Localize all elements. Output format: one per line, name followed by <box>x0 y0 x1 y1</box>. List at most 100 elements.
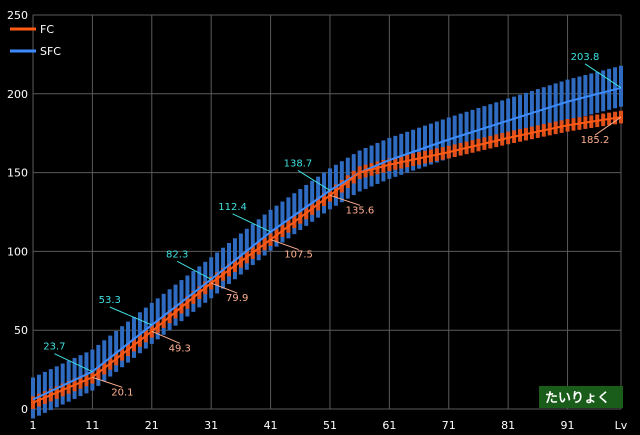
range-bar-sfc <box>417 127 422 169</box>
range-bar-sfc <box>298 189 303 231</box>
x-unit-label: Lv <box>615 419 628 432</box>
range-bar-sfc <box>256 219 261 261</box>
range-bar-sfc <box>244 228 249 270</box>
annotation-label-sfc: 138.7 <box>284 158 313 169</box>
range-bar-sfc <box>405 131 410 173</box>
annotation-leader <box>329 194 361 206</box>
range-bar-sfc <box>529 90 534 132</box>
range-bar-sfc <box>470 109 475 151</box>
range-bar-sfc <box>102 340 107 382</box>
range-bar-sfc <box>565 79 570 121</box>
range-bar-sfc <box>232 238 237 280</box>
range-bar-sfc <box>96 344 101 386</box>
range-bar-sfc <box>589 73 594 115</box>
range-bar-sfc <box>595 71 600 113</box>
annotation-leader <box>297 169 331 191</box>
range-bar-sfc <box>155 298 160 340</box>
range-bar-sfc <box>446 117 451 159</box>
range-bar-sfc <box>131 316 136 358</box>
range-bar-sfc <box>613 67 618 109</box>
range-bar-sfc <box>452 115 457 157</box>
range-bar-sfc <box>292 193 297 235</box>
range-bar-sfc <box>571 78 576 120</box>
range-bar-sfc <box>464 111 469 153</box>
range-bar-sfc <box>78 355 83 397</box>
x-tick-label: 41 <box>264 419 278 432</box>
annotation-leader <box>54 353 93 373</box>
range-bar-sfc <box>423 125 427 167</box>
annotation-leader <box>151 330 180 344</box>
range-bar-sfc <box>72 357 77 399</box>
legend-label-fc: FC <box>40 23 54 36</box>
range-bar-sfc <box>601 70 606 112</box>
range-bar-sfc <box>173 284 178 326</box>
value-annotations: 20.1 49.3 79.9 107.5 135.6 185.2 23.7 53.3 82.3 1… <box>43 52 622 398</box>
range-bar-sfc <box>179 280 184 322</box>
range-bar-sfc <box>440 119 445 161</box>
range-bar-sfc <box>262 214 267 256</box>
range-bar-sfc <box>90 349 95 391</box>
range-bar-sfc <box>541 87 546 129</box>
y-tick-label: 0 <box>21 403 28 416</box>
range-bar-sfc <box>114 330 119 372</box>
series-lines <box>32 86 622 404</box>
range-bar-sfc <box>304 184 309 226</box>
range-bar-sfc <box>607 68 612 110</box>
badge-label: たいりょく <box>545 391 610 406</box>
range-bar-sfc <box>280 201 285 243</box>
badge-background <box>539 386 623 408</box>
y-tick-label: 150 <box>7 167 28 180</box>
y-tick-label: 50 <box>14 324 28 337</box>
range-bar-sfc <box>274 205 279 247</box>
range-bar-sfc <box>559 81 564 123</box>
range-bar-sfc <box>227 242 231 284</box>
range-bar-sfc <box>185 275 190 317</box>
range-bar-sfc <box>523 92 528 134</box>
annotation-label-fc: 79.9 <box>226 293 248 304</box>
annotation-leader <box>109 306 152 326</box>
range-bar-sfc <box>316 176 321 218</box>
series-line-fc <box>32 116 622 404</box>
x-tick-label: 1 <box>30 419 37 432</box>
x-tick-label: 21 <box>145 419 159 432</box>
range-bar-sfc <box>476 107 481 149</box>
range-bar-sfc <box>583 74 588 116</box>
range-bar-sfc <box>126 321 131 363</box>
range-bar-sfc <box>428 123 433 165</box>
range-bar-sfc <box>322 172 327 214</box>
y-tick-label: 100 <box>7 245 28 258</box>
annotation-leader <box>211 282 238 294</box>
annotation-label-sfc: 53.3 <box>99 295 121 306</box>
range-bar-sfc <box>434 121 439 163</box>
annotation-label-fc: 107.5 <box>284 250 313 261</box>
range-bar-sfc <box>268 209 273 251</box>
annotation-label-fc: 185.2 <box>581 135 610 146</box>
range-bar-sfc <box>250 224 255 266</box>
legend: FC SFC <box>10 23 61 58</box>
range-bar-sfc <box>535 89 540 131</box>
x-tick-label: 31 <box>204 419 218 432</box>
annotation-label-sfc: 203.8 <box>571 52 600 63</box>
annotation-label-sfc: 112.4 <box>218 202 247 213</box>
range-bar-sfc <box>238 233 243 275</box>
x-tick-label: 91 <box>561 419 575 432</box>
range-bar-sfc <box>137 312 142 354</box>
range-bar-sfc <box>108 335 113 377</box>
range-bar-sfc <box>458 113 463 155</box>
x-tick-label: 61 <box>382 419 396 432</box>
range-bar-sfc <box>84 352 89 394</box>
x-tick-label: 81 <box>501 419 515 432</box>
range-bar-sfc <box>506 98 511 140</box>
annotation-leader <box>92 376 123 388</box>
range-bar-sfc <box>310 180 315 222</box>
range-bar-sfc <box>120 326 125 368</box>
annotation-leader <box>594 116 622 136</box>
y-tick-label: 250 <box>7 9 28 22</box>
range-bar-sfc <box>393 135 398 177</box>
range-bar-sfc <box>494 102 499 144</box>
range-bar-sfc <box>553 83 558 125</box>
x-tick-label: 51 <box>323 419 337 432</box>
range-bar-sfc <box>482 106 487 148</box>
